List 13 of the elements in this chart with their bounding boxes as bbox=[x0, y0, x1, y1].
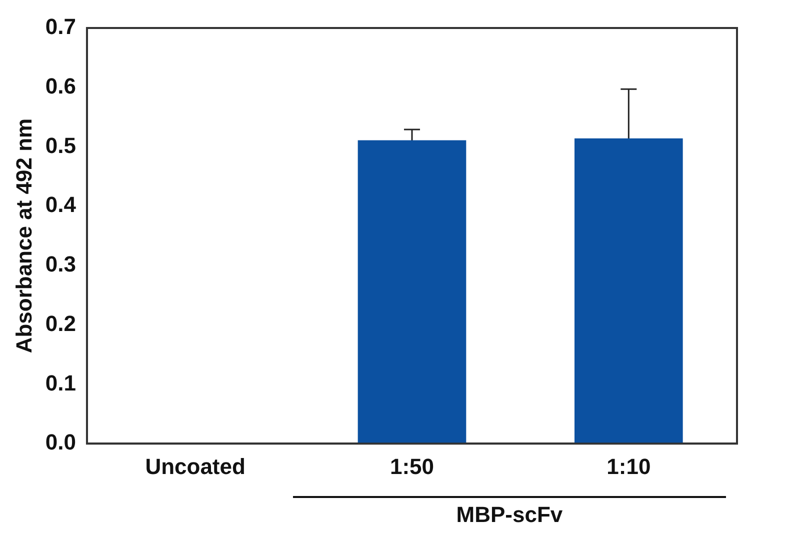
y-tick-label: 0.5 bbox=[45, 132, 76, 158]
y-tick-label: 0.6 bbox=[45, 73, 76, 98]
y-tick-label: 0.3 bbox=[45, 252, 76, 277]
x-tick-label: 1:50 bbox=[390, 454, 434, 479]
y-tick-label: 0.2 bbox=[45, 310, 76, 336]
y-axis-title: Absorbance at 492 nm bbox=[11, 118, 36, 354]
y-tick-label: 0.4 bbox=[45, 192, 77, 218]
y-tick-label: 0.7 bbox=[45, 14, 76, 40]
y-tick-label: 0.0 bbox=[45, 430, 76, 455]
text: MBP-scFv bbox=[455, 502, 564, 528]
x-tick-label: Uncoated bbox=[145, 454, 246, 479]
y-tick-label: 0.1 bbox=[45, 370, 76, 396]
x-tick-label: 1:10 bbox=[606, 454, 651, 479]
